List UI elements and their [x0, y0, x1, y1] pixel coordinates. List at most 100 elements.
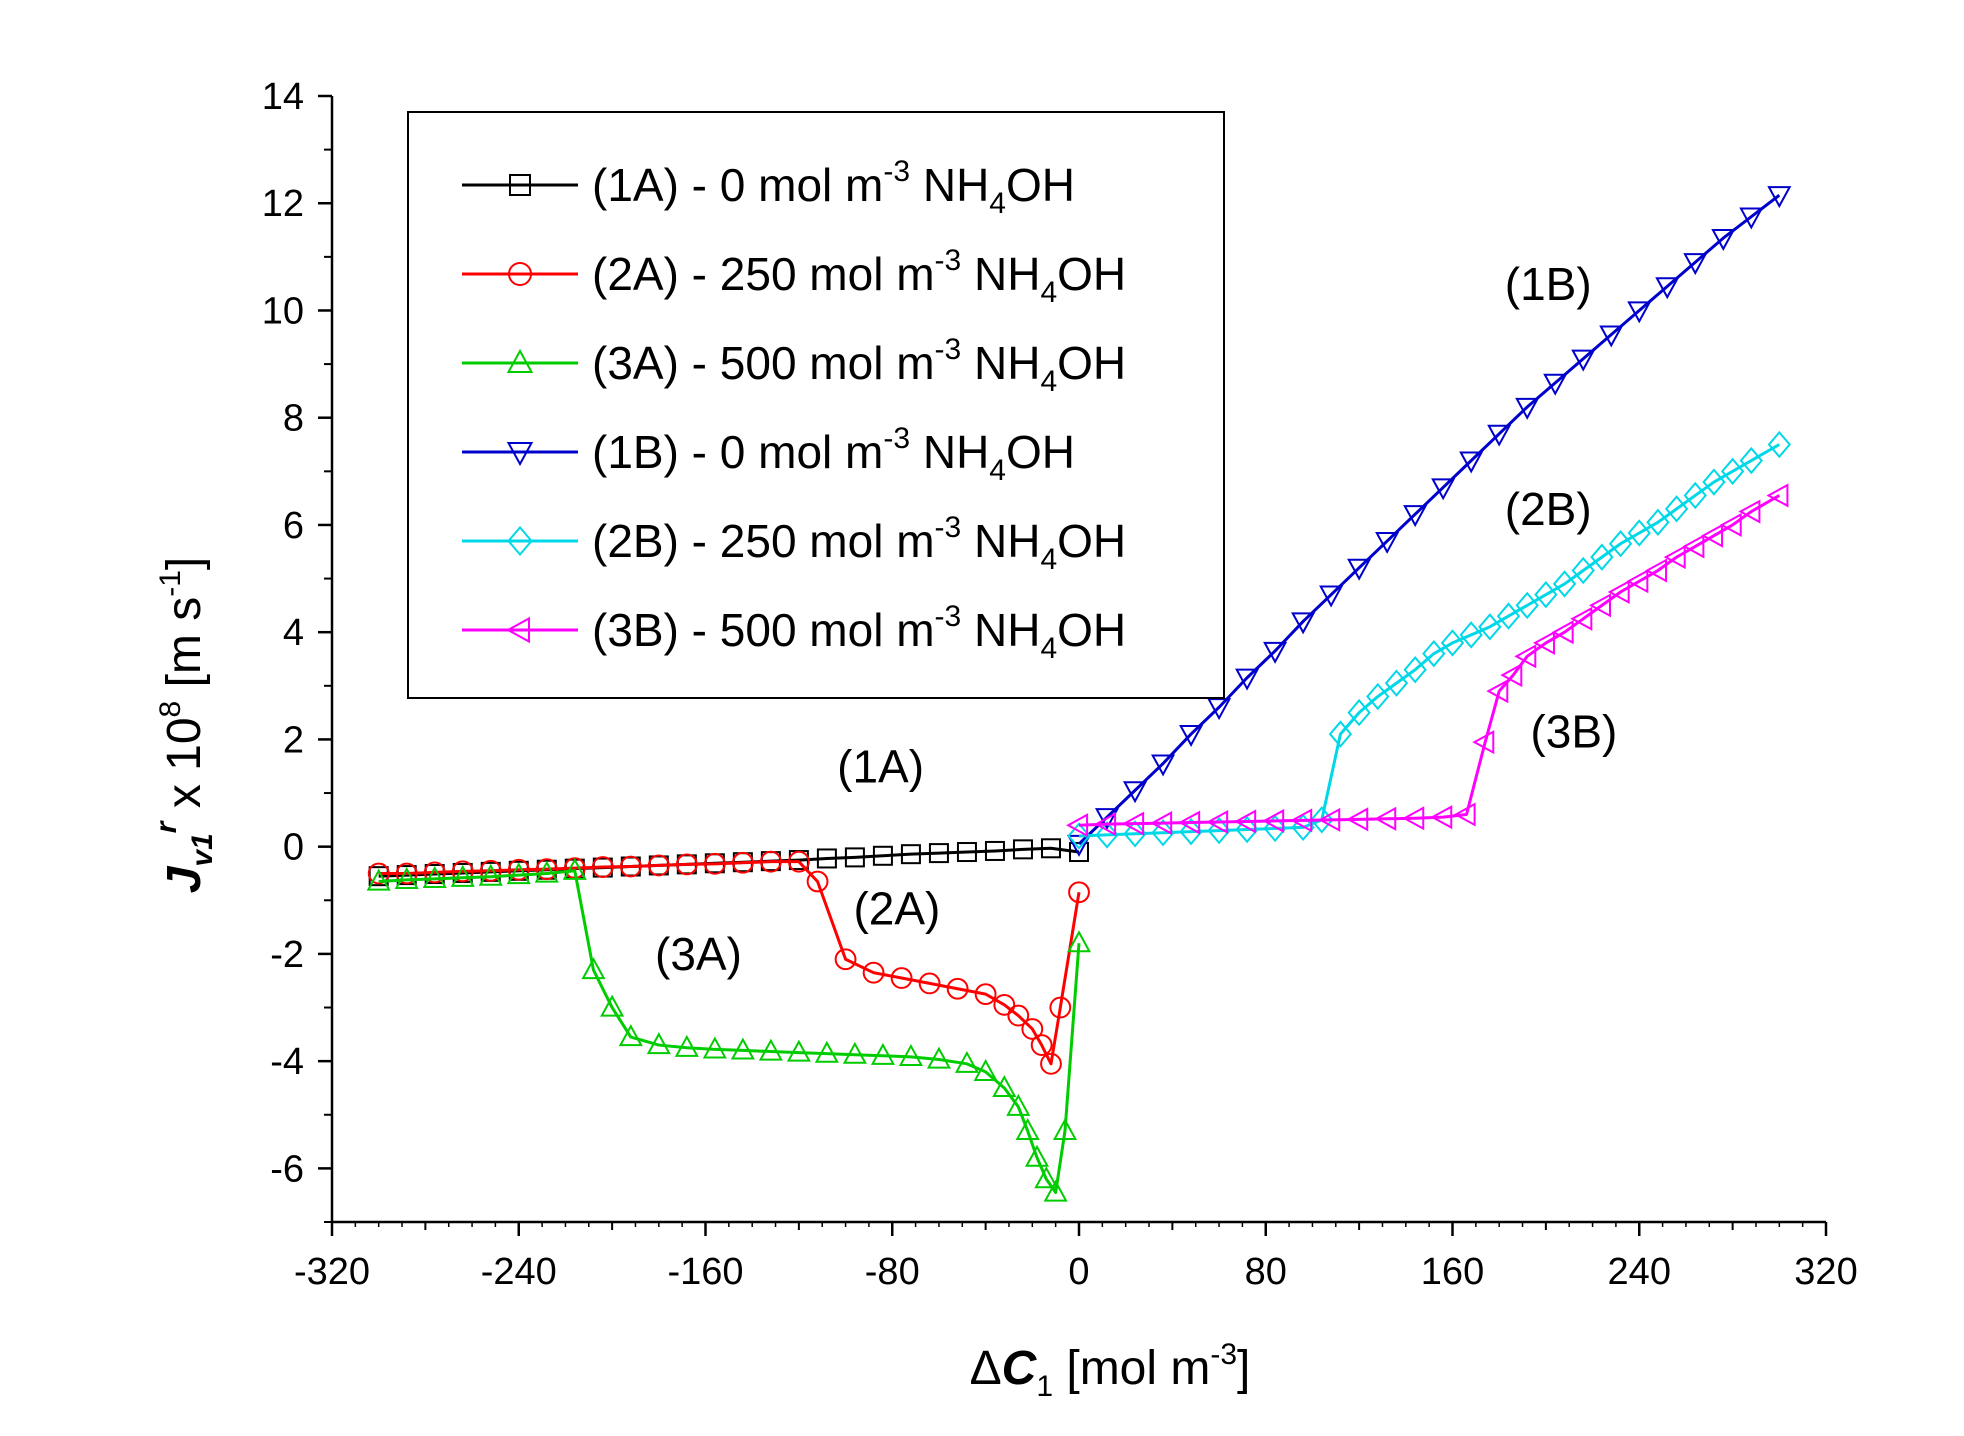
data-point [1514, 644, 1537, 669]
data-point [814, 1040, 839, 1063]
y-tick-label: 12 [262, 183, 304, 225]
data-point [1551, 620, 1574, 645]
data-point [1346, 807, 1369, 832]
x-tick-label: 320 [1794, 1251, 1857, 1293]
data-point [1645, 558, 1668, 583]
data-point [1486, 679, 1509, 704]
series-2 [366, 857, 1092, 1202]
data-point [1459, 451, 1484, 474]
data-point [1440, 629, 1465, 657]
series-4 [1067, 430, 1791, 850]
data-point [506, 862, 531, 885]
data-point [974, 983, 997, 1006]
data-point [562, 857, 587, 880]
data-point [1570, 606, 1593, 631]
data-point [1739, 207, 1764, 230]
data-point [1178, 810, 1201, 835]
data-point [1375, 531, 1400, 554]
data-point [478, 863, 503, 886]
data-point [900, 844, 921, 865]
data-point [1122, 781, 1148, 804]
data-point [1589, 593, 1611, 618]
data-point [450, 864, 475, 887]
y-tick-label: 2 [283, 719, 304, 761]
data-point [862, 961, 885, 984]
x-tick-label: 160 [1421, 1251, 1484, 1293]
data-point [506, 442, 534, 467]
data-point [1094, 808, 1120, 831]
series-3 [1066, 186, 1792, 857]
data-point [1571, 349, 1596, 372]
data-point [1067, 822, 1091, 850]
legend-entry: (3A) - 500 mol m-3 NH4OH [462, 333, 1126, 398]
data-point [367, 862, 390, 885]
data-point [1430, 805, 1453, 830]
data-point [842, 1041, 867, 1064]
data-point [647, 854, 670, 877]
data-point [1571, 556, 1595, 585]
x-tick-label: -80 [865, 1251, 920, 1293]
data-point [1515, 397, 1540, 420]
data-point [918, 972, 941, 995]
data-point [451, 860, 474, 883]
data-point [1094, 812, 1117, 837]
data-point [1453, 802, 1476, 827]
series-annotation: (3B) [1530, 705, 1617, 757]
data-point [730, 1037, 755, 1060]
data-point [1767, 186, 1792, 209]
data-point [928, 843, 949, 864]
data-point [1151, 819, 1175, 847]
data-point [1040, 1052, 1062, 1075]
data-point [1179, 817, 1203, 846]
data-point [1552, 570, 1577, 598]
series-group [366, 186, 1792, 1202]
legend-label: (3A) - 500 mol m-3 NH4OH [592, 333, 1126, 398]
data-point [1034, 1166, 1059, 1189]
data-point [1627, 519, 1651, 547]
data-point [1066, 813, 1089, 838]
data-point [1150, 811, 1173, 836]
data-point [1663, 545, 1686, 570]
data-point [1534, 580, 1558, 609]
data-point [1487, 424, 1512, 447]
data-point [506, 348, 534, 373]
data-point [973, 1058, 998, 1081]
data-point [870, 1042, 895, 1065]
series-line [1078, 443, 1781, 838]
data-point [1052, 1117, 1078, 1140]
y-tick-label: -6 [270, 1148, 304, 1190]
data-point [1500, 663, 1523, 688]
data-point [1767, 430, 1791, 459]
data-point [1043, 1179, 1068, 1202]
data-point [1347, 558, 1372, 581]
data-point [1739, 446, 1763, 475]
data-point [1150, 754, 1176, 777]
x-tick-label: 80 [1245, 1251, 1287, 1293]
data-point [505, 616, 530, 644]
data-point [1403, 505, 1428, 528]
data-point [1021, 1018, 1044, 1040]
legend-label: (1B) - 0 mol m-3 NH4OH [592, 422, 1075, 487]
data-point [993, 993, 1016, 1016]
data-point [1206, 809, 1229, 835]
y-tick-label: -4 [270, 1041, 304, 1083]
data-point [1290, 808, 1313, 833]
y-axis-label: Jv1r x 108 [m s-1] [150, 557, 219, 894]
data-point [534, 860, 559, 883]
data-point [834, 948, 857, 971]
legend-entry: (2A) - 250 mol m-3 NH4OH [462, 244, 1126, 309]
data-point [1263, 814, 1287, 843]
data-point [591, 856, 614, 878]
data-point [1515, 591, 1539, 620]
x-tick-label: 240 [1608, 1251, 1671, 1293]
data-point [1122, 811, 1145, 836]
data-point [1179, 724, 1204, 747]
data-point [844, 847, 865, 868]
y-tick-label: 4 [283, 612, 304, 654]
legend-entry: (2B) - 250 mol m-3 NH4OH [462, 511, 1126, 576]
data-point [1646, 508, 1670, 536]
data-point [508, 262, 532, 286]
data-point [1235, 668, 1260, 691]
data-point [1702, 468, 1726, 496]
